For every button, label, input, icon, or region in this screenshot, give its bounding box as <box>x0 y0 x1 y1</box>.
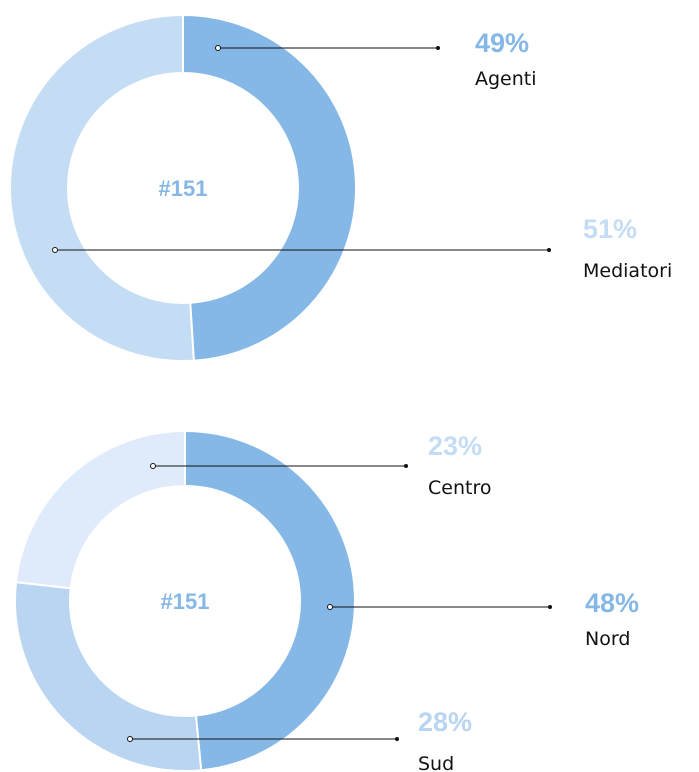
value-label: 49% <box>475 28 529 58</box>
category-label: Mediatori <box>583 260 672 282</box>
leader-dot <box>150 463 156 469</box>
leader-dot <box>395 737 399 741</box>
donut-segment <box>184 429 356 772</box>
leader-dot <box>547 248 551 252</box>
leader-dot <box>404 464 408 468</box>
value-label: 23% <box>428 431 482 461</box>
category-label: Sud <box>418 753 454 772</box>
value-label: 28% <box>418 707 472 737</box>
donut-segment <box>14 581 203 772</box>
leader-dot <box>127 736 133 742</box>
leader-dot <box>548 605 552 609</box>
leader-dot <box>52 247 58 253</box>
category-label: Nord <box>585 628 630 650</box>
donut-segment <box>182 13 358 362</box>
donut-segment <box>14 429 186 590</box>
value-label: 51% <box>583 214 637 244</box>
donut-segment <box>9 13 195 362</box>
category-label: Agenti <box>475 68 537 90</box>
category-label: Centro <box>428 477 491 499</box>
leader-dot <box>327 604 333 610</box>
value-label: 48% <box>585 588 639 618</box>
leader-dot <box>215 45 221 51</box>
center-label: #151 <box>161 589 210 614</box>
center-label: #151 <box>159 176 208 201</box>
leader-dot <box>436 46 440 50</box>
